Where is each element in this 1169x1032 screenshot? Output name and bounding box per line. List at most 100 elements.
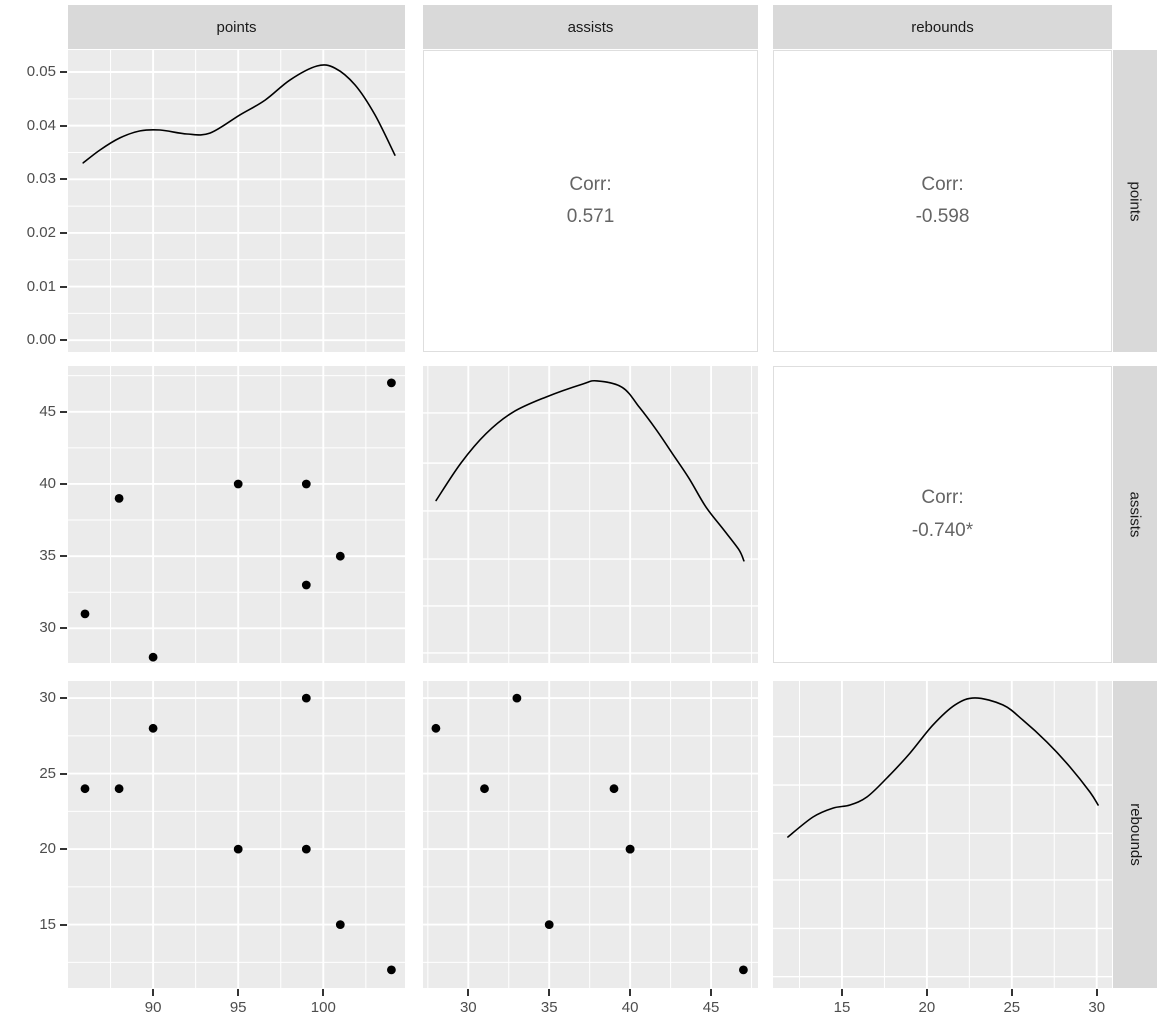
panel-scatter-points-rebounds [68,681,405,988]
strip-top-assists: assists [423,5,758,49]
y-tick-label: 25 [39,764,56,782]
strip-right-rebounds: rebounds [1113,681,1157,988]
data-point [148,652,158,662]
y-tick-mark [60,848,67,851]
y-tick-mark [60,923,67,926]
data-point [301,693,311,703]
data-point [739,965,748,975]
data-point [148,723,158,733]
y-tick-mark [60,124,67,127]
x-tick-label: 20 [918,999,936,1016]
corr-label: Corr: [921,487,964,509]
data-point [431,723,441,733]
data-point [114,494,124,503]
x-tick-label: 15 [833,999,851,1016]
corr-value: -0.740* [911,519,974,541]
corr-label: Corr: [921,173,964,195]
y-tick-mark [60,70,67,73]
strip-right-points-label: points [1126,180,1144,222]
data-point [80,609,90,619]
y-tick-mark [60,697,67,700]
x-tick-mark [925,989,928,996]
data-point [512,693,522,703]
x-tick-label: 40 [621,999,639,1016]
x-tick-label: 30 [1088,999,1106,1016]
strip-top-points: points [68,5,405,49]
panel-density-rebounds [773,681,1112,988]
data-point [233,479,243,489]
y-tick-label: 0.05 [26,62,56,80]
data-point [335,551,345,561]
x-tick-label: 95 [229,999,247,1016]
x-tick-mark [710,989,713,996]
y-tick-label: 30 [39,619,56,637]
y-tick-mark [60,627,67,630]
y-tick-mark [60,555,67,558]
x-tick-label: 100 [310,999,336,1016]
strip-right-points: points [1113,50,1157,352]
panel-density-points [68,50,405,352]
x-tick-label: 25 [1003,999,1021,1016]
y-tick-mark [60,231,67,234]
corr-value: -0.598 [915,206,970,227]
data-point [387,378,396,388]
data-point [335,920,345,929]
y-tick-label: 45 [39,402,56,420]
x-tick-mark [1095,989,1098,996]
data-point [301,844,311,854]
y-tick-mark [60,410,67,413]
x-tick-mark [548,989,551,996]
density-curve-rebounds [787,697,1099,838]
x-tick-label: 90 [144,999,162,1016]
y-tick-label: 40 [39,474,56,492]
strip-top-rebounds: rebounds [773,5,1112,49]
data-point [80,784,90,794]
panel-scatter-points-assists [68,366,405,663]
corr-label: Corr: [569,173,612,195]
y-tick-mark [60,482,67,485]
strip-right-assists: assists [1113,366,1157,663]
strip-top-rebounds-label: rebounds [911,18,974,36]
y-tick-label: 30 [39,689,56,707]
y-tick-mark [60,339,67,342]
density-curve-assists [435,379,745,562]
x-tick-mark [237,989,240,996]
data-point [387,965,396,975]
panel-corr-points-rebounds: Corr: -0.598 [773,50,1112,352]
panel-scatter-assists-rebounds [423,681,758,988]
y-tick-mark [60,772,67,775]
x-tick-mark [467,989,470,996]
data-point [301,580,311,590]
data-point [301,479,311,489]
y-tick-label: 0.00 [26,331,56,349]
panel-density-assists [423,366,758,663]
y-tick-label: 0.04 [26,116,56,134]
corr-value: 0.571 [566,206,615,227]
data-point [114,784,124,794]
data-point [544,920,554,929]
y-tick-label: 35 [39,547,56,565]
x-tick-mark [322,989,325,996]
panel-corr-points-assists: Corr: 0.571 [423,50,758,352]
density-curve-points [82,64,396,164]
panel-corr-assists-rebounds: Corr: -0.740* [773,366,1112,663]
x-tick-label: 30 [459,999,477,1016]
y-tick-label: 0.01 [26,277,56,295]
strip-right-rebounds-label: rebounds [1126,803,1144,866]
y-tick-label: 15 [39,915,56,933]
data-point [233,844,243,854]
y-tick-mark [60,178,67,181]
strip-top-points-label: points [216,18,257,36]
data-point [609,784,619,794]
x-tick-mark [840,989,843,996]
x-tick-mark [1010,989,1013,996]
x-tick-mark [152,989,155,996]
x-tick-label: 35 [540,999,558,1016]
data-point [480,784,489,794]
strip-top-assists-label: assists [567,18,614,36]
y-tick-mark [60,285,67,288]
data-point [625,844,635,854]
x-tick-mark [629,989,632,996]
x-tick-label: 45 [702,999,720,1016]
